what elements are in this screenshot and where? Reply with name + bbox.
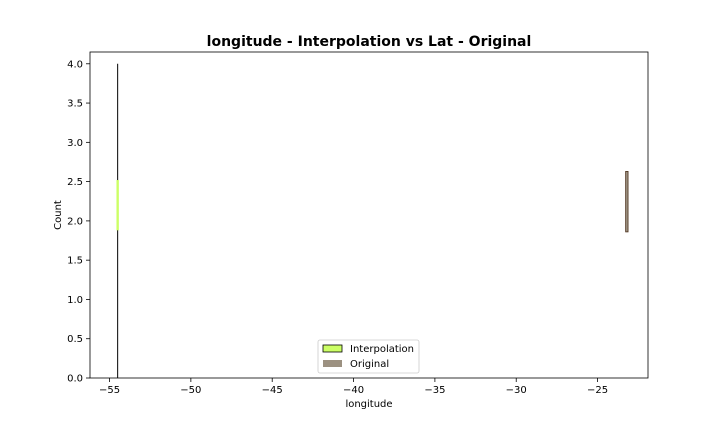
x-tick-label: −55 [99,385,120,396]
y-tick-label: 1.5 [67,256,83,267]
bar [625,171,629,233]
x-tick-label: −30 [506,385,527,396]
x-tick-label: −45 [262,385,283,396]
y-tick-label: 2.5 [67,177,83,188]
x-tick-label: −35 [424,385,445,396]
y-tick-label: 2.0 [67,216,83,227]
chart-title: longitude - Interpolation vs Lat - Origi… [207,34,532,50]
x-axis: −55 −50 −45 −40 −35 −30 −25 [99,378,608,396]
y-tick-label: 0.0 [67,374,83,385]
legend-swatch [322,344,343,353]
legend-swatch [323,360,342,367]
y-tick-label: 3.5 [67,99,83,110]
x-tick-label: −40 [343,385,364,396]
x-axis-label: longitude [345,399,392,410]
legend: Interpolation Original [317,339,420,374]
y-tick-label: 0.5 [67,334,83,345]
legend-box [317,339,420,374]
axes-frame [89,51,649,379]
bars [116,63,629,378]
y-tick-label: 4.0 [67,59,83,70]
x-tick-label: −50 [180,385,201,396]
legend-label: Interpolation [350,344,414,355]
legend-label: Original [350,359,389,370]
y-axis-label: Count [53,200,64,230]
y-axis: 0.0 0.5 1.0 1.5 2.0 2.5 3.0 3.5 4.0 [67,59,90,385]
plot-frame [89,51,649,379]
bar [116,180,119,231]
y-tick-label: 1.0 [67,295,83,306]
y-tick-label: 3.0 [67,138,83,149]
x-tick-label: −25 [587,385,608,396]
